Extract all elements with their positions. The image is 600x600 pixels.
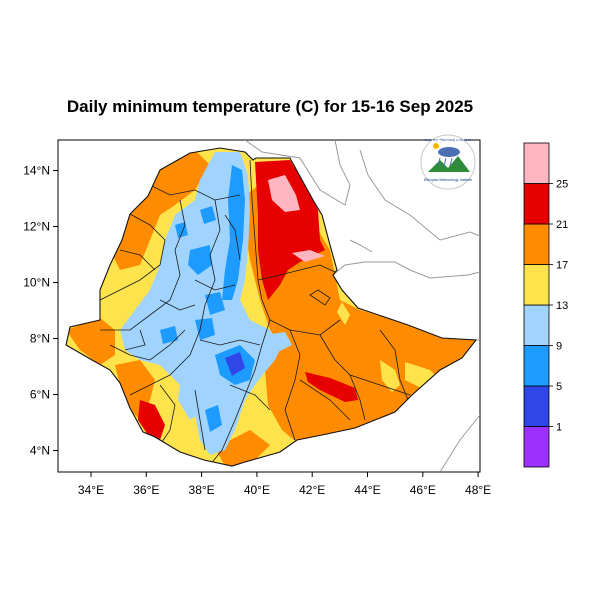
colorbar-swatch [523,385,550,427]
lon-tick-label: 34°E [78,483,104,497]
lat-tick-label: 8°N [30,332,50,346]
colorbar-label: 5 [556,381,562,393]
admin-borders [99,159,411,466]
lon-tick-label: 42°E [299,483,325,497]
lon-tick-label: 36°E [133,483,159,497]
country-border [65,147,478,467]
colorbar-swatch [523,304,550,346]
colorbar-label: 17 [556,260,568,272]
lon-tick-label: 40°E [244,483,270,497]
longitude-axis: 34°E 36°E 38°E 40°E 42°E 44°E 46°E 48°E [78,472,491,497]
colorbar-swatch [523,345,550,387]
institute-logo: የኢትዮጵያ ሜቲዮሮሎጂ ኢንስቲትዩት Ethiopian Meteorol… [420,134,476,190]
lat-tick-label: 6°N [30,388,50,402]
latitude-axis: 14°N 12°N 10°N 8°N 6°N 4°N [23,164,58,458]
colorbar-label: 13 [556,300,568,312]
colorbar-swatch [523,183,550,225]
colorbar-swatch [523,223,550,265]
lat-tick-label: 12°N [23,220,50,234]
logo-text-top: የኢትዮጵያ ሜቲዮሮሎጂ ኢንስቲትዩት [424,138,472,142]
lon-tick-label: 48°E [465,483,491,497]
colorbar-swatch [523,426,550,468]
colorbar-swatch [523,264,550,306]
colorbar-label: 25 [556,179,568,191]
colorbar: 1 5 9 13 17 21 25 [523,142,568,468]
colorbar-label: 1 [556,422,562,434]
lon-tick-label: 38°E [189,483,215,497]
colorbar-label: 21 [556,219,568,231]
lat-tick-label: 4°N [30,444,50,458]
lat-tick-label: 14°N [23,164,50,178]
map-title: Daily minimum temperature (C) for 15-16 … [67,97,473,116]
lon-tick-label: 44°E [354,483,380,497]
neighbor-borders [244,140,480,472]
lon-tick-label: 46°E [410,483,436,497]
colorbar-label: 9 [556,341,562,353]
colorbar-swatch [523,142,550,184]
lat-tick-label: 10°N [23,276,50,290]
logo-text-bottom: Ethiopian Meteorology Institute [424,178,472,182]
